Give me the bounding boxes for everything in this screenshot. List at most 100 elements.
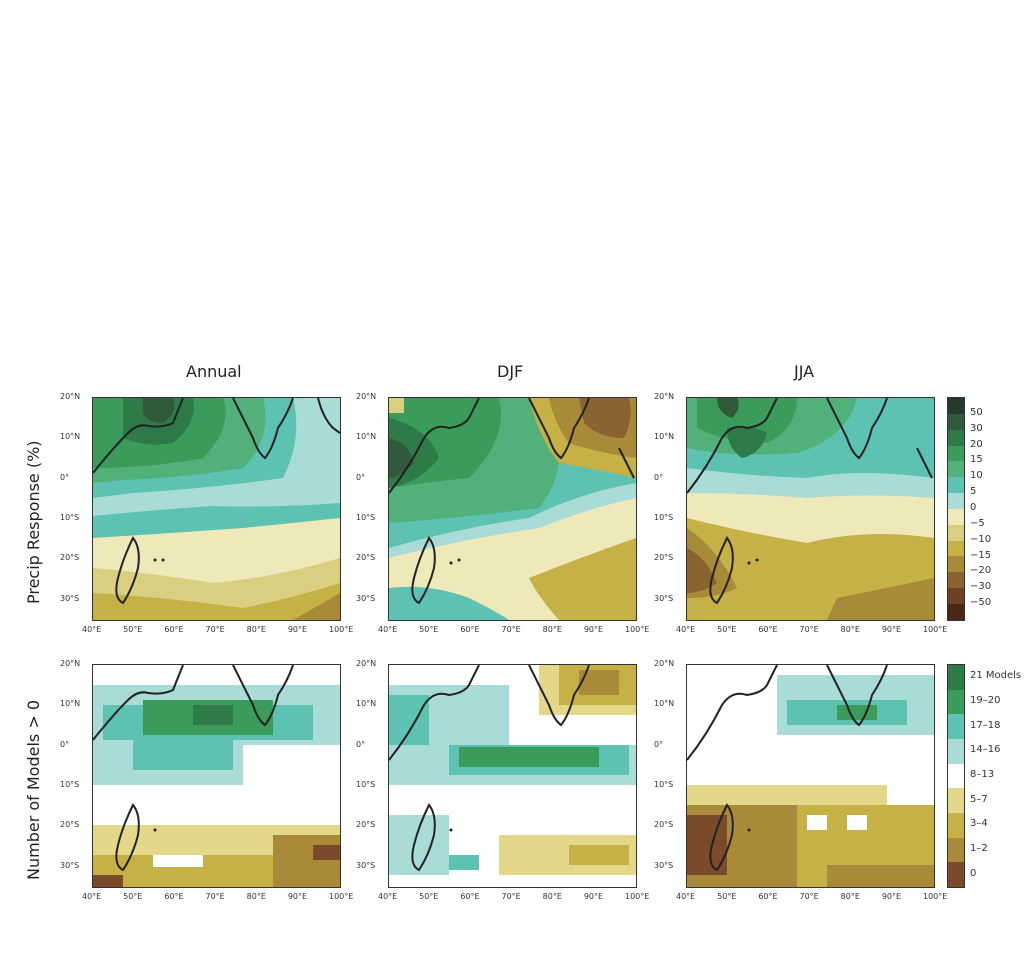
- colorbar-segment: [948, 588, 964, 604]
- lon-tick-label: 50°E: [717, 892, 737, 901]
- colorbar-label: 8–13: [970, 769, 995, 780]
- lat-tick-label: 10°S: [654, 779, 674, 789]
- lat-tick-label: 10°S: [356, 512, 376, 522]
- lon-tick-label: 40°E: [378, 892, 398, 901]
- colorbar-segment: [948, 445, 964, 462]
- lon-tick-label: 40°E: [378, 625, 398, 634]
- colorbar-label: 0: [970, 502, 977, 513]
- lat-tick-label: 20°S: [356, 820, 376, 830]
- lon-tick-label: 50°E: [717, 625, 737, 634]
- lon-tick-label: 100°E: [329, 625, 354, 634]
- colorbar-label: 10: [970, 470, 983, 482]
- colorbar-label: 21 Models: [970, 670, 1022, 682]
- lat-tick-label: 0°: [60, 739, 70, 749]
- lon-tick-label: 60°E: [164, 625, 184, 634]
- lon-tick-label: 100°E: [625, 625, 650, 634]
- lon-tick-label: 90°E: [287, 625, 308, 634]
- colorbar-segment: [948, 398, 964, 414]
- colorbar-segment: [948, 540, 964, 557]
- lon-tick-label: 100°E: [625, 892, 650, 901]
- lat-tick-label: 10°N: [356, 432, 377, 442]
- colorbar-segment: [948, 714, 964, 739]
- lat-tick-label: 30°S: [60, 593, 80, 603]
- lat-tick-label: 0°: [654, 739, 664, 749]
- colorbar-segment: [948, 812, 964, 838]
- lat-tick-label: 20°S: [654, 553, 674, 563]
- colorbar-label: −10: [970, 533, 992, 545]
- lon-tick-label: 50°E: [419, 625, 439, 634]
- colorbar-label: −15: [970, 549, 992, 561]
- lon-tick-label: 60°E: [460, 625, 480, 634]
- colorbar-label: −30: [970, 581, 992, 593]
- lon-tick-label: 50°E: [123, 625, 143, 634]
- lon-tick-label: 40°E: [82, 625, 102, 634]
- colorbar-segment: [948, 493, 964, 509]
- map-panel-precip-annual: [92, 397, 341, 621]
- lon-tick-label: 80°E: [840, 892, 860, 901]
- map-panel-precip-jja: [686, 397, 935, 621]
- row-label-precip-response: Precip Response (%): [24, 440, 43, 604]
- lon-tick-label: 100°E: [329, 892, 354, 901]
- colorbar-label: 14–16: [970, 744, 1001, 756]
- lon-tick-label: 80°E: [246, 892, 266, 901]
- map-panel-models-jja: [686, 664, 935, 888]
- lat-tick-label: 30°S: [356, 860, 376, 870]
- lat-tick-label: 20°N: [356, 659, 377, 668]
- lat-tick-label: 20°S: [60, 553, 80, 563]
- colorbar-segment: [948, 862, 964, 887]
- colorbar-label: 15: [970, 454, 983, 466]
- colorbar-label: 1–2: [970, 843, 988, 854]
- colorbar-segment: [948, 665, 964, 690]
- lat-tick-label: 10°N: [654, 699, 675, 709]
- column-title-jja: JJA: [794, 362, 815, 381]
- lon-tick-label: 90°E: [583, 892, 604, 901]
- lat-tick-label: 0°: [356, 739, 366, 749]
- lon-tick-label: 70°E: [799, 892, 819, 901]
- colorbar-label: 20: [970, 438, 983, 450]
- lat-tick-label: 20°N: [356, 392, 377, 401]
- lon-tick-label: 100°E: [923, 892, 948, 901]
- colorbar-label: −20: [970, 565, 992, 577]
- lat-tick-label: 10°N: [60, 699, 81, 709]
- colorbar-label: 19–20: [970, 695, 1001, 706]
- colorbar-label: 30: [970, 422, 983, 434]
- colorbar-label: 17–18: [970, 719, 1001, 731]
- map-panel-models-djf: [388, 664, 637, 888]
- lon-tick-label: 60°E: [758, 892, 778, 901]
- colorbar-segment: [948, 689, 964, 715]
- lat-tick-label: 20°N: [654, 659, 675, 668]
- colorbar-segment: [948, 788, 964, 813]
- colorbar-segment: [948, 763, 964, 789]
- lon-tick-label: 60°E: [164, 892, 184, 901]
- colorbar-segment: [948, 603, 964, 620]
- lon-tick-label: 40°E: [676, 892, 696, 901]
- colorbar-label: 0: [970, 867, 977, 879]
- lat-tick-label: 20°S: [356, 553, 376, 563]
- lon-tick-label: 90°E: [287, 892, 308, 901]
- lat-tick-label: 20°N: [654, 392, 675, 401]
- lat-tick-label: 20°S: [60, 820, 80, 830]
- lon-tick-label: 50°E: [123, 892, 143, 901]
- map-panel-models-annual: [92, 664, 341, 888]
- lon-tick-label: 90°E: [881, 892, 902, 901]
- lon-tick-label: 70°E: [501, 625, 521, 634]
- lat-tick-label: 0°: [60, 472, 70, 482]
- lat-tick-label: 10°S: [654, 512, 674, 522]
- row-label-number-of-models: Number of Models > 0: [24, 700, 43, 880]
- lon-tick-label: 90°E: [583, 625, 604, 634]
- map-panel-precip-djf: [388, 397, 637, 621]
- colorbar-label: 3–4: [970, 818, 988, 830]
- lon-tick-label: 50°E: [419, 892, 439, 901]
- lon-tick-label: 80°E: [542, 625, 562, 634]
- colorbar-precip-response: [947, 397, 965, 621]
- lon-tick-label: 40°E: [82, 892, 102, 901]
- lon-tick-label: 70°E: [205, 892, 225, 901]
- lat-tick-label: 0°: [654, 472, 664, 482]
- lon-tick-label: 80°E: [840, 625, 860, 634]
- lon-tick-label: 70°E: [799, 625, 819, 634]
- lon-tick-label: 100°E: [923, 625, 948, 634]
- lon-tick-label: 70°E: [205, 625, 225, 634]
- colorbar-segment: [948, 524, 964, 541]
- colorbar-segment: [948, 556, 964, 573]
- lon-tick-label: 80°E: [246, 625, 266, 634]
